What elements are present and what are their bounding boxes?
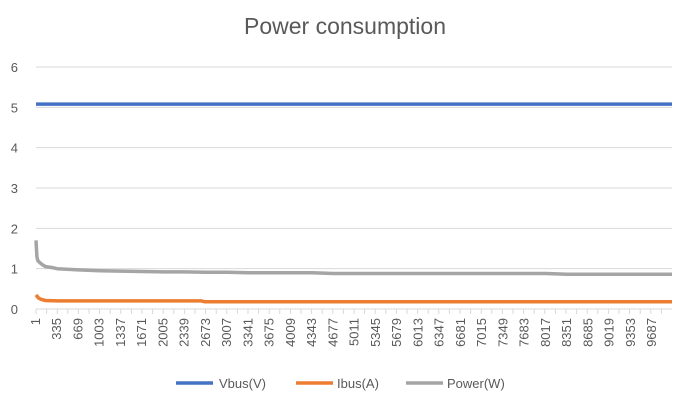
- x-tick-label: 9687: [644, 318, 659, 347]
- x-tick-label: 2673: [198, 318, 213, 347]
- x-tick-label: 8351: [559, 318, 574, 347]
- legend-label: Vbus(V): [219, 376, 266, 391]
- series-line-ibus-a: [34, 293, 672, 304]
- series-lines: [34, 102, 672, 304]
- x-tick-label: 5011: [347, 318, 362, 346]
- x-tick-label: 6681: [453, 318, 468, 347]
- legend-label: Power(W): [447, 376, 505, 391]
- series-line-power-w: [34, 240, 672, 277]
- x-tick-label: 2005: [155, 318, 170, 347]
- chart-title: Power consumption: [244, 13, 446, 39]
- x-tick-label: 1003: [92, 318, 107, 347]
- y-tick-label: 2: [11, 221, 18, 236]
- x-tick-label: 4677: [325, 318, 340, 347]
- y-tick-label: 3: [11, 181, 18, 196]
- y-tick-label: 1: [11, 262, 18, 277]
- x-tick-label: 3675: [262, 318, 277, 347]
- x-tick-label: 5679: [389, 318, 404, 347]
- y-tick-label: 4: [11, 141, 18, 156]
- y-tick-label: 6: [11, 60, 18, 75]
- x-tick-label: 9019: [602, 318, 617, 347]
- x-tick-label: 6013: [410, 318, 425, 347]
- x-tick-label: 3007: [219, 318, 234, 347]
- x-tick-label: 2339: [177, 318, 192, 347]
- y-tick-label: 5: [11, 100, 18, 115]
- x-tick-label: 5345: [368, 318, 383, 347]
- x-tick-label: 7015: [474, 318, 489, 347]
- x-tick-label: 4343: [304, 318, 319, 347]
- x-tick-label: 1: [28, 318, 43, 325]
- x-tick-label: 4009: [283, 318, 298, 347]
- x-tick-label: 6347: [432, 318, 447, 347]
- x-tick-label: 1671: [134, 318, 149, 347]
- x-tick-label: 8017: [538, 318, 553, 347]
- x-tick-label: 669: [70, 318, 85, 340]
- legend-label: Ibus(A): [337, 376, 379, 391]
- x-tick-label: 3341: [240, 318, 255, 347]
- x-tick-label: 9353: [623, 318, 638, 347]
- legend: Vbus(V) Ibus(A) Power(W): [176, 376, 505, 391]
- x-tick-label: 7683: [517, 318, 532, 347]
- y-axis-ticks: 0 1 2 3 4 5 6: [11, 60, 18, 317]
- y-tick-label: 0: [11, 302, 18, 317]
- x-tick-label: 335: [49, 318, 64, 340]
- x-tick-label: 7349: [495, 318, 510, 347]
- x-tick-label: 8685: [580, 318, 595, 347]
- x-tick-label: 1337: [113, 318, 128, 347]
- x-axis-ticks: 1 335 669 1003 1337 1671 2005 2339 2673 3007 3341 3…: [28, 309, 662, 347]
